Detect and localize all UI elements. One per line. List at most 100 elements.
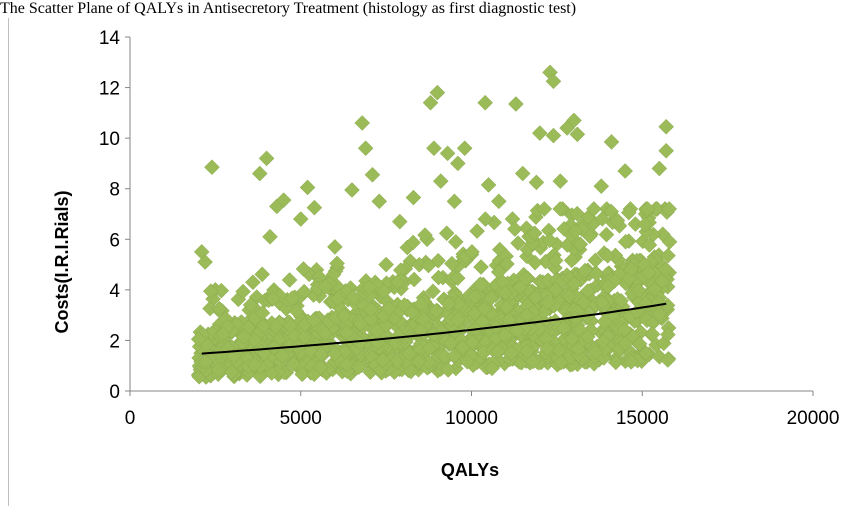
data-point	[329, 290, 346, 307]
data-point	[403, 363, 419, 380]
data-point	[313, 346, 330, 362]
data-point	[630, 282, 647, 299]
data-point	[305, 312, 322, 329]
data-point	[640, 264, 657, 281]
data-point	[389, 274, 406, 290]
data-point	[266, 339, 282, 356]
data-point	[593, 178, 610, 195]
data-point	[564, 330, 580, 347]
data-point	[296, 283, 312, 300]
data-point	[631, 335, 648, 352]
data-point	[547, 252, 564, 269]
data-point	[265, 290, 281, 307]
data-point	[449, 155, 466, 172]
data-point	[547, 281, 564, 298]
data-point	[469, 223, 485, 239]
data-point	[371, 193, 388, 210]
data-point	[569, 205, 586, 222]
data-point	[607, 354, 624, 371]
data-point	[391, 213, 408, 230]
data-point	[503, 345, 520, 361]
data-point	[594, 211, 611, 227]
data-point	[428, 302, 445, 319]
y-tick-label: 4	[109, 281, 120, 302]
data-point	[440, 295, 457, 312]
data-point	[661, 201, 678, 217]
data-point	[223, 364, 240, 380]
data-point	[438, 225, 455, 242]
data-point	[444, 255, 460, 272]
data-point	[255, 317, 272, 334]
data-point	[401, 345, 417, 362]
data-point	[650, 294, 667, 311]
data-point	[336, 307, 352, 324]
data-point	[477, 94, 494, 111]
data-point	[357, 140, 374, 157]
data-point	[651, 160, 668, 177]
data-point	[501, 311, 518, 328]
data-point	[313, 359, 329, 376]
data-point	[197, 354, 214, 370]
data-point	[213, 282, 230, 299]
data-point	[274, 347, 290, 364]
data-point	[570, 341, 587, 357]
data-point	[536, 201, 553, 217]
data-point	[432, 173, 449, 189]
x-tick-label: 0	[125, 408, 136, 429]
data-point	[338, 325, 355, 341]
data-point	[396, 297, 413, 313]
data-point	[242, 297, 259, 313]
data-point	[378, 256, 394, 273]
data-point	[296, 329, 313, 345]
data-point	[425, 283, 441, 300]
data-point	[294, 366, 311, 383]
data-point	[473, 259, 489, 275]
data-point	[566, 275, 583, 292]
y-tick-label: 10	[99, 129, 120, 150]
data-point	[235, 283, 251, 300]
data-point	[204, 159, 220, 176]
data-point	[267, 318, 284, 335]
data-point	[545, 73, 562, 90]
data-point	[588, 266, 605, 282]
data-point	[245, 274, 261, 291]
data-point	[317, 278, 334, 295]
data-point	[202, 283, 219, 300]
data-point	[528, 174, 545, 191]
data-point	[539, 294, 556, 311]
data-point	[527, 254, 543, 271]
data-point	[288, 303, 305, 320]
data-point	[422, 94, 439, 111]
data-point	[498, 299, 515, 316]
data-point	[617, 163, 634, 179]
x-tick-label: 15000	[616, 408, 669, 429]
data-point	[603, 134, 620, 150]
data-point	[510, 235, 526, 252]
data-point	[275, 192, 292, 208]
data-point	[284, 290, 301, 306]
data-point	[639, 201, 656, 217]
data-point	[476, 300, 493, 317]
data-point	[405, 234, 421, 251]
data-point	[514, 165, 531, 182]
data-point	[381, 300, 397, 317]
data-point	[569, 126, 586, 143]
data-point	[623, 261, 640, 278]
data-point	[623, 354, 640, 370]
data-points	[190, 64, 678, 385]
data-point	[361, 279, 377, 296]
y-tick-label: 6	[109, 230, 120, 251]
data-point	[443, 335, 459, 352]
data-point	[519, 343, 535, 360]
data-point	[646, 281, 663, 298]
data-point	[620, 204, 637, 221]
data-point	[661, 233, 678, 250]
axes: 0 2 4 6 8 10 12 14 0 5000 10000 15000 20000	[99, 28, 840, 429]
data-point	[236, 329, 252, 345]
data-point	[553, 354, 569, 371]
data-point	[499, 256, 515, 272]
data-point	[459, 353, 476, 370]
data-point	[490, 343, 506, 360]
data-point	[609, 212, 626, 229]
